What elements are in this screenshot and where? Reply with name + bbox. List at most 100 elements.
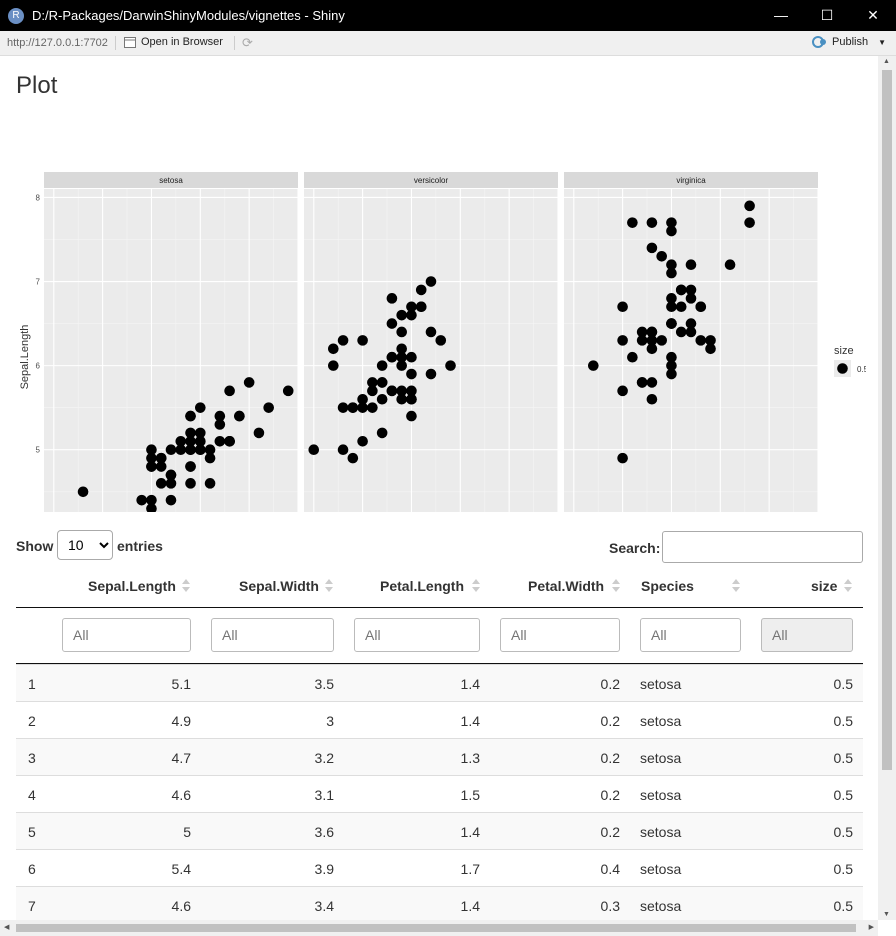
data-point (396, 343, 407, 355)
table-cell: setosa (640, 824, 682, 840)
page-title: Plot (16, 72, 58, 99)
table-row[interactable]: 3 4.7 3.2 1.3 0.2 setosa 0.5 (16, 738, 863, 775)
table-cell: 0.2 (600, 676, 620, 692)
table-row[interactable]: 1 5.1 3.5 1.4 0.2 setosa 0.5 (16, 664, 863, 701)
r-app-icon: R (8, 8, 24, 24)
data-point (263, 402, 274, 413)
filter-input-size (761, 618, 853, 652)
table-row[interactable]: 6 5.4 3.9 1.7 0.4 setosa 0.5 (16, 849, 863, 886)
table-cell: 1 (28, 676, 36, 692)
scroll-up-arrow-icon[interactable]: ▲ (883, 58, 890, 65)
sort-icon[interactable] (472, 579, 480, 593)
facet-strip-label: versicolor (414, 176, 449, 185)
maximize-icon[interactable]: ☐ (820, 7, 834, 23)
data-point (308, 444, 320, 456)
data-point (445, 360, 456, 371)
filter-input-sepal-width[interactable] (211, 618, 334, 652)
scroll-down-arrow-icon[interactable]: ▼ (883, 911, 890, 918)
table-cell: setosa (640, 898, 682, 914)
toolbar-divider (115, 36, 116, 50)
facet-strip-label: virginica (676, 176, 706, 185)
table-cell: 3.5 (314, 676, 334, 692)
data-point (337, 335, 349, 346)
data-point (636, 377, 648, 388)
table-row[interactable]: 4 4.6 3.1 1.5 0.2 setosa 0.5 (16, 775, 863, 812)
table-cell: 3.2 (314, 750, 334, 766)
data-point (204, 478, 216, 489)
sort-icon[interactable] (844, 579, 852, 593)
data-point (675, 326, 687, 338)
table-cell: 4.6 (171, 787, 191, 803)
data-point (666, 225, 677, 237)
y-tick-label: 5 (36, 446, 41, 455)
minimize-icon[interactable]: — (774, 7, 788, 23)
data-point (328, 360, 339, 371)
table-cell: 5.4 (171, 861, 191, 877)
data-point (136, 494, 147, 506)
data-point (195, 436, 206, 447)
column-header-sepal-length[interactable]: Sepal.Length (88, 578, 176, 594)
table-row[interactable]: 2 4.9 3 1.4 0.2 setosa 0.5 (16, 701, 863, 738)
data-point (165, 478, 177, 489)
url-text[interactable]: http://127.0.0.1:7702 (7, 37, 108, 49)
table-row[interactable]: 5 5 3.6 1.4 0.2 setosa 0.5 (16, 812, 863, 849)
data-point (636, 335, 648, 346)
data-point (695, 301, 707, 313)
data-point (224, 436, 235, 447)
table-row[interactable]: 7 4.6 3.4 1.4 0.3 setosa 0.5 (16, 886, 863, 920)
y-axis-label: Sepal.Length (19, 325, 31, 390)
column-header-size[interactable]: size (811, 578, 838, 594)
column-header-sepal-width[interactable]: Sepal.Width (239, 578, 319, 594)
data-point (705, 343, 716, 355)
sort-icon[interactable] (612, 579, 620, 593)
data-point (425, 326, 437, 338)
faceted-scatter-plot: Sepal.Length5678setosa2.02.53.03.54.04.5… (19, 172, 866, 512)
table-cell: setosa (640, 713, 682, 729)
data-point (175, 444, 187, 456)
scroll-left-arrow-icon[interactable]: ◀ (4, 924, 10, 931)
data-point (195, 427, 206, 439)
data-point (646, 393, 658, 405)
column-header-species[interactable]: Species (641, 578, 694, 594)
column-header-petal-width[interactable]: Petal.Width (528, 578, 605, 594)
facet-panel (564, 189, 818, 512)
table-cell: 1.4 (460, 824, 480, 840)
close-icon[interactable]: ✕ (867, 7, 879, 23)
search-input[interactable] (662, 531, 863, 563)
vertical-scrollbar-thumb[interactable] (882, 70, 892, 770)
page-length-select[interactable]: 102550100 (57, 530, 113, 560)
data-point (328, 343, 339, 355)
data-point (185, 461, 196, 472)
data-point (406, 385, 417, 397)
scroll-right-arrow-icon[interactable]: ▶ (868, 924, 874, 931)
vertical-scrollbar[interactable]: ▲ ▼ (878, 56, 896, 920)
data-point (435, 335, 447, 346)
open-in-browser-button[interactable]: Open in Browser (124, 36, 223, 48)
column-header-petal-length[interactable]: Petal.Length (380, 578, 465, 594)
horizontal-scrollbar[interactable]: ◀ ▶ (0, 920, 878, 936)
filter-input-species[interactable] (640, 618, 741, 652)
sort-icon[interactable] (325, 579, 333, 593)
data-point (646, 217, 658, 228)
data-point (627, 217, 638, 228)
data-point (666, 351, 677, 363)
sort-icon[interactable] (182, 579, 190, 593)
table-cell: 3.9 (314, 861, 334, 877)
data-point (425, 276, 437, 287)
data-point (666, 217, 677, 228)
data-point (415, 301, 427, 313)
filter-input-petal-length[interactable] (354, 618, 480, 652)
filter-input-petal-width[interactable] (500, 618, 620, 652)
publish-button[interactable]: Publish ▼ (812, 36, 886, 48)
refresh-icon[interactable]: ⟳ (242, 35, 253, 50)
data-point (204, 452, 216, 464)
sort-icon[interactable] (732, 579, 740, 593)
data-point (234, 410, 245, 422)
data-point (165, 444, 177, 456)
data-point (214, 410, 226, 422)
legend-label: 0.5 (857, 365, 866, 374)
filter-input-sepal-length[interactable] (62, 618, 191, 652)
data-point (685, 259, 697, 270)
horizontal-scrollbar-thumb[interactable] (16, 924, 856, 932)
data-point (386, 385, 398, 397)
